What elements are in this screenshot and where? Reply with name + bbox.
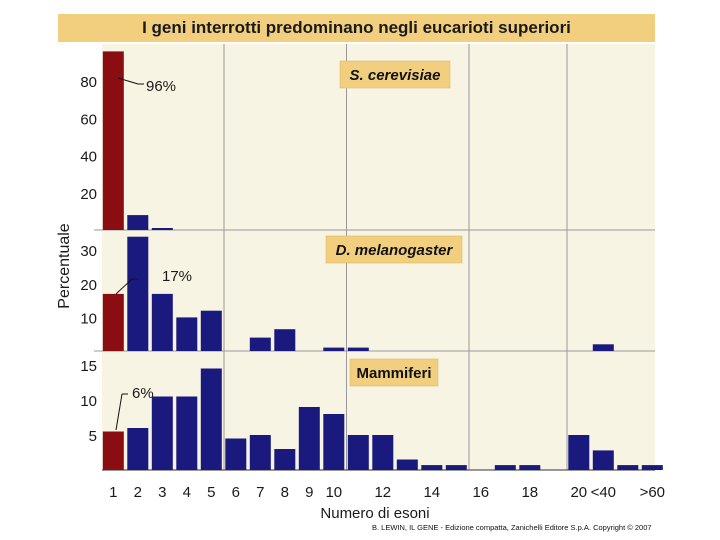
bar-3-3	[151, 396, 173, 470]
panel-label-box-3	[349, 358, 439, 387]
x-tick-label-6: 6	[232, 484, 240, 501]
x-tick-label-17: >60	[640, 484, 665, 501]
bar-3-4	[176, 396, 198, 470]
bar-3-6	[225, 438, 247, 470]
panel-label-1: S. cerevisiae	[350, 67, 441, 84]
bar-3-5	[200, 368, 222, 470]
y-tick-label-1-3: 60	[80, 111, 97, 128]
panel-label-box-2	[325, 235, 463, 264]
annotation-label-3: 6%	[132, 385, 154, 402]
x-tick-label-13: 16	[472, 484, 489, 501]
x-tick-label-4: 4	[183, 484, 191, 501]
x-tick-label-7: 7	[256, 484, 264, 501]
y-tick-label-1-4: 80	[80, 74, 97, 91]
bar-3-9	[298, 407, 320, 470]
bar-3-1	[102, 431, 124, 470]
bar-3-10	[323, 414, 345, 470]
bar-2-3	[151, 293, 173, 351]
bar-2-1	[102, 293, 124, 351]
bar-3-14	[421, 465, 443, 470]
annotation-leader-1	[117, 77, 139, 85]
bar-3-12	[372, 435, 394, 470]
y-axis-title: Percentuale	[56, 223, 73, 308]
bar-3-15	[445, 465, 467, 470]
x-axis-title: Numero di esoni	[320, 505, 429, 522]
bar-3-2	[127, 428, 149, 470]
y-tick-label-2-3: 30	[80, 243, 97, 260]
x-tick-label-10: 10	[325, 484, 342, 501]
annotation-label-2: 17%	[162, 268, 192, 285]
bar-3-21	[592, 450, 614, 470]
bar-3-17	[494, 465, 516, 470]
bar-2-5	[200, 310, 222, 351]
x-tick-label-16: <40	[591, 484, 616, 501]
bar-1-3	[151, 228, 173, 230]
title-band: I geni interrotti predominano negli euca…	[58, 14, 655, 42]
y-tick-label-2-1: 10	[80, 310, 97, 327]
bar-3-18	[519, 465, 541, 470]
panel-label-box-1	[339, 60, 451, 89]
x-tick-label-14: 18	[521, 484, 538, 501]
bar-1-1	[102, 51, 124, 231]
y-tick-label-1-2: 40	[80, 149, 97, 166]
x-tick-label-15: 20	[570, 484, 587, 501]
bar-3-11	[347, 435, 369, 470]
bar-2-11	[347, 347, 369, 351]
bar-1-2	[127, 215, 149, 230]
y-tick-label-1-1: 20	[80, 186, 97, 203]
annotation-leader-2	[115, 278, 133, 295]
bar-3-23	[641, 465, 663, 470]
x-tick-label-3: 3	[158, 484, 166, 501]
bar-2-7	[249, 337, 271, 351]
bar-3-22	[617, 465, 639, 470]
y-tick-label-3-3: 15	[80, 358, 97, 375]
x-tick-label-11: 12	[374, 484, 391, 501]
x-tick-label-8: 8	[281, 484, 289, 501]
y-tick-label-2-2: 20	[80, 277, 97, 294]
panel-label-3: Mammiferi	[356, 365, 431, 382]
bar-3-8	[274, 449, 296, 470]
copyright-credit: B. LEWIN, IL GENE - Edizione compatta, Z…	[372, 523, 652, 532]
y-tick-label-3-2: 10	[80, 393, 97, 410]
bar-2-21	[592, 344, 614, 351]
y-tick-label-3-1: 5	[89, 428, 97, 445]
annotation-label-1: 96%	[146, 78, 176, 95]
bar-2-4	[176, 317, 198, 351]
x-tick-label-1: 1	[109, 484, 117, 501]
bar-3-13	[396, 459, 418, 470]
x-tick-label-12: 14	[423, 484, 440, 501]
chart-title: I geni interrotti predominano negli euca…	[142, 18, 571, 37]
panel-label-2: D. melanogaster	[336, 242, 454, 259]
bar-2-8	[274, 329, 296, 351]
bar-2-10	[323, 347, 345, 351]
x-tick-label-9: 9	[305, 484, 313, 501]
bar-2-2	[127, 236, 149, 351]
x-tick-label-5: 5	[207, 484, 215, 501]
bar-3-20	[568, 435, 590, 470]
bar-3-7	[249, 435, 271, 470]
annotation-leader-3	[115, 393, 123, 431]
x-tick-label-2: 2	[134, 484, 142, 501]
